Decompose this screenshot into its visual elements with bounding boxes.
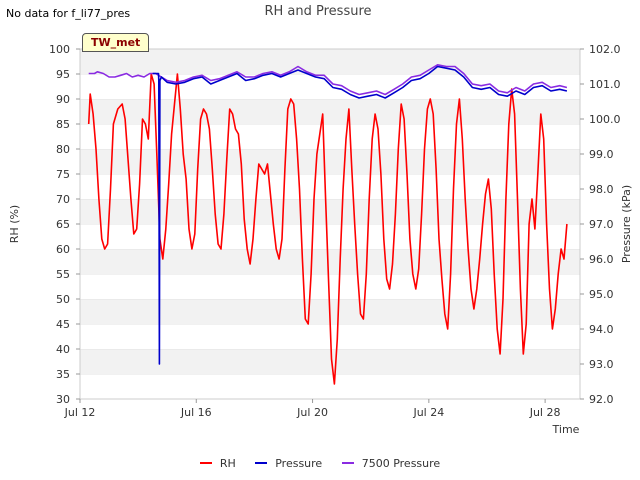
chart-title: RH and Pressure <box>264 4 371 19</box>
y-right-tick-label: 94.0 <box>589 323 614 336</box>
grid-band <box>80 349 580 374</box>
y-right-tick-label: 100.0 <box>589 113 621 126</box>
x-tick-label: Jul 28 <box>529 406 561 419</box>
y-right-tick-label: 98.0 <box>589 183 614 196</box>
y-left-tick-label: 45 <box>56 318 70 331</box>
y-left-tick-label: 75 <box>56 168 70 181</box>
y-left-tick-label: 100 <box>49 43 70 56</box>
y-right-tick-label: 99.0 <box>589 148 614 161</box>
x-tick-label: Jul 24 <box>412 406 444 419</box>
x-axis-label: Time <box>552 423 580 436</box>
x-tick-label: Jul 12 <box>64 406 96 419</box>
y-left-tick-label: 65 <box>56 218 70 231</box>
grid-band <box>80 149 580 174</box>
legend-label-rh: RH <box>219 456 236 470</box>
y-left-tick-label: 95 <box>56 68 70 81</box>
y-axis-left-label: RH (%) <box>8 205 21 243</box>
chart-series-group <box>87 64 568 385</box>
y-right-tick-label: 95.0 <box>589 288 614 301</box>
legend-label-7500-pressure: 7500 Pressure <box>361 456 441 470</box>
y-axis-right: 92.0 93.0 94.0 95.0 96.0 97.0 98.0 99.0 100.0 101… <box>580 43 621 406</box>
legend-item-pressure: Pressure <box>255 457 322 470</box>
x-tick-label: Jul 16 <box>180 406 212 419</box>
y-left-tick-label: 30 <box>56 393 70 406</box>
series-line-pressure <box>152 65 568 365</box>
legend-swatch-rh <box>199 462 212 464</box>
grid-band <box>80 174 580 199</box>
y-right-tick-label: 93.0 <box>589 358 614 371</box>
series-line-rh <box>87 73 568 385</box>
grid-band <box>80 49 580 74</box>
y-right-tick-label: 92.0 <box>589 393 614 406</box>
legend-label-pressure: Pressure <box>275 456 323 470</box>
y-left-tick-label: 60 <box>56 243 70 256</box>
y-right-tick-label: 102.0 <box>589 43 621 56</box>
legend-swatch-pressure <box>255 462 268 464</box>
grid-band <box>80 124 580 149</box>
y-left-tick-label: 90 <box>56 93 70 106</box>
chart-legend: RH Pressure 7500 Pressure <box>0 454 640 470</box>
y-left-tick-label: 80 <box>56 143 70 156</box>
legend-item-rh: RH <box>199 456 236 470</box>
legend-swatch-7500-pressure <box>341 462 354 464</box>
x-axis: Jul 12 Jul 16 Jul 20 Jul 24 Jul 28 <box>64 399 561 419</box>
grid-band <box>80 274 580 299</box>
y-left-tick-label: 50 <box>56 293 70 306</box>
x-tick-label: Jul 20 <box>296 406 328 419</box>
grid-band <box>80 99 580 124</box>
y-left-tick-label: 85 <box>56 118 70 131</box>
y-axis-left: 30 35 40 45 50 55 60 65 70 75 80 85 90 95 100 <box>49 43 80 406</box>
y-left-tick-label: 55 <box>56 268 70 281</box>
legend-item-7500-pressure: 7500 Pressure <box>341 456 441 470</box>
y-right-tick-label: 96.0 <box>589 253 614 266</box>
no-data-notice: No data for f_li77_pres <box>6 7 131 20</box>
series-line-7500-pressure <box>88 64 568 96</box>
grid-band <box>80 199 580 224</box>
y-left-tick-label: 70 <box>56 193 70 206</box>
y-right-tick-label: 97.0 <box>589 218 614 231</box>
y-left-tick-label: 40 <box>56 343 70 356</box>
y-axis-right-label: Pressure (kPa) <box>620 185 633 263</box>
grid-band <box>80 374 580 399</box>
y-left-tick-label: 35 <box>56 368 70 381</box>
y-right-tick-label: 101.0 <box>589 78 621 91</box>
grid-band <box>80 224 580 249</box>
site-badge: TW_met <box>82 33 150 52</box>
